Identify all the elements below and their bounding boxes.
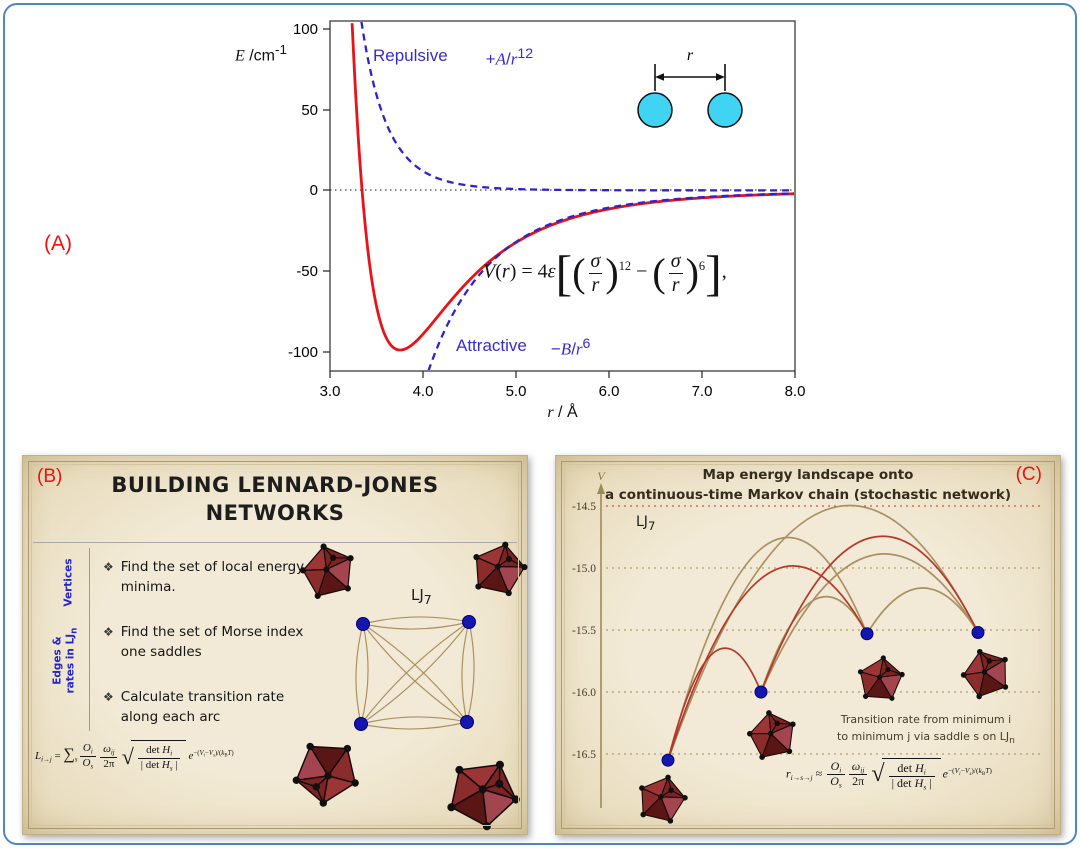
lj7-label: LJ7 — [636, 514, 656, 533]
bullet-item: ❖ Find the set of local energy minima. — [103, 558, 317, 597]
network-edge — [360, 621, 470, 725]
network-edge — [461, 621, 470, 723]
panel-b-slide: (B) BUILDING LENNARD-JONES NETWORKS Verti… — [22, 455, 529, 836]
x-tick-label: 4.0 — [413, 383, 434, 400]
network-edge — [355, 623, 364, 725]
x-axis-label: r / Å — [547, 404, 578, 421]
network-edge — [362, 616, 470, 625]
network-edge — [360, 621, 470, 725]
x-tick-label: 8.0 — [785, 383, 806, 400]
tick-labels: 100 50 0 -50 -100 3.0 4.0 5.0 6.0 7.0 8.… — [288, 21, 805, 400]
y-axis-label: E /cm-1 — [235, 42, 287, 65]
network-node — [356, 617, 370, 631]
transition-arc — [760, 595, 868, 693]
panel-c-label: (C) — [1015, 464, 1042, 485]
lj7-cluster-icon — [854, 652, 908, 704]
transition-arc — [866, 587, 979, 635]
minimum-node — [971, 625, 985, 639]
network-edge — [360, 623, 369, 725]
lj7-cluster-icon — [465, 534, 529, 601]
tick-marks — [323, 28, 796, 378]
minimum-node — [754, 685, 768, 699]
diamond-bullet-icon: ❖ — [103, 625, 114, 640]
transition-rate-formula: Li→j = ∑s Oi Os ωij 2π √ det Hi | det Hs | e−(Vi… — [35, 740, 234, 773]
minimum-node — [661, 753, 675, 767]
bullet-item: ❖ Find the set of Morse index one saddles — [103, 623, 317, 662]
network-edge — [360, 716, 468, 725]
panel-c-slide: (C) Map energy landscape onto a continuou… — [555, 455, 1061, 835]
panel-a-figure: 100 50 0 -50 -100 3.0 4.0 5.0 6.0 7.0 8.… — [225, 6, 825, 446]
network-edge — [362, 623, 468, 723]
x-tick-label: 5.0 — [506, 383, 527, 400]
y-tick-label: -15.0 — [572, 563, 596, 575]
y-tick-label: -100 — [288, 344, 318, 361]
curve-attractive — [427, 192, 794, 370]
y-tick-label: 50 — [301, 102, 318, 119]
bullet-list: ❖ Find the set of local energy minima. ❖ F… — [103, 558, 317, 753]
panel-a-label: (A) — [44, 232, 72, 255]
slide-b-title: BUILDING LENNARD-JONES NETWORKS — [111, 473, 439, 526]
y-tick-label: -15.5 — [572, 625, 596, 637]
lj-potential-formula: V(r) = 4ε[(σ r)12 − (σ r)6], — [483, 245, 727, 301]
lj-potential-chart: 100 50 0 -50 -100 3.0 4.0 5.0 6.0 7.0 8.… — [288, 20, 805, 400]
atom-separation-diagram: r — [637, 47, 743, 128]
panel-b-label: (B) — [37, 466, 63, 487]
arrowhead-right-icon — [716, 73, 725, 81]
y-tick-label: -50 — [296, 263, 318, 280]
network-edge — [362, 623, 468, 723]
network-node — [460, 715, 474, 729]
network-node — [462, 615, 476, 629]
title-divider — [33, 542, 517, 543]
sidebar-edges-label: Edges & rates in LJn — [51, 627, 80, 694]
lj7-label: LJ7 — [411, 586, 432, 607]
plot-frame — [329, 20, 796, 372]
diamond-bullet-icon: ❖ — [103, 690, 114, 705]
bullet-item: ❖ Calculate transition rate along each ar… — [103, 688, 317, 727]
y-tick-label: 0 — [310, 182, 318, 199]
x-tick-label: 7.0 — [692, 383, 713, 400]
slide-c-title: Map energy landscape onto a continuous-ti… — [604, 467, 1012, 504]
lj7-cluster-icon — [954, 641, 1018, 703]
y-tick-label: -16.5 — [572, 749, 596, 761]
separation-r-label: r — [687, 47, 694, 64]
transition-arc — [760, 553, 979, 693]
lj7-cluster-icon — [631, 767, 693, 828]
atom-circle-icon — [637, 92, 673, 128]
curve-total — [350, 23, 794, 352]
repulsive-annotation: Repulsive +A/r12 — [373, 46, 534, 69]
network-edge — [362, 621, 470, 630]
y-tick-label: -16.0 — [572, 687, 596, 699]
curve-group — [350, 22, 794, 370]
transition-arc — [760, 535, 979, 693]
network-node — [354, 717, 368, 731]
attractive-annotation: Attractive −B/r6 — [456, 336, 591, 359]
diamond-bullet-icon: ❖ — [103, 560, 114, 574]
lj7-cluster-icon — [743, 705, 802, 763]
lj7-cluster-icon — [434, 742, 529, 836]
minimum-node — [860, 627, 874, 641]
sidebar-vertices-label: Vertices — [62, 558, 75, 607]
transition-rate-note: Transition rate from minimum i to minimu… — [837, 713, 1015, 746]
x-tick-label: 3.0 — [320, 383, 341, 400]
transition-arc — [667, 647, 762, 761]
curve-repulsive — [360, 22, 794, 192]
sidebar-divider — [89, 548, 90, 731]
x-tick-label: 6.0 — [599, 383, 620, 400]
transition-rate-formula: ri→s→j ≈ Oi Os ωij 2π √ det Hi | det Hs | e−(Vi… — [786, 758, 992, 792]
network-edge — [360, 721, 468, 730]
atom-circle-icon — [707, 92, 743, 128]
y-tick-label: 100 — [293, 21, 318, 38]
network-edge — [466, 621, 475, 723]
arrowhead-left-icon — [655, 73, 664, 81]
